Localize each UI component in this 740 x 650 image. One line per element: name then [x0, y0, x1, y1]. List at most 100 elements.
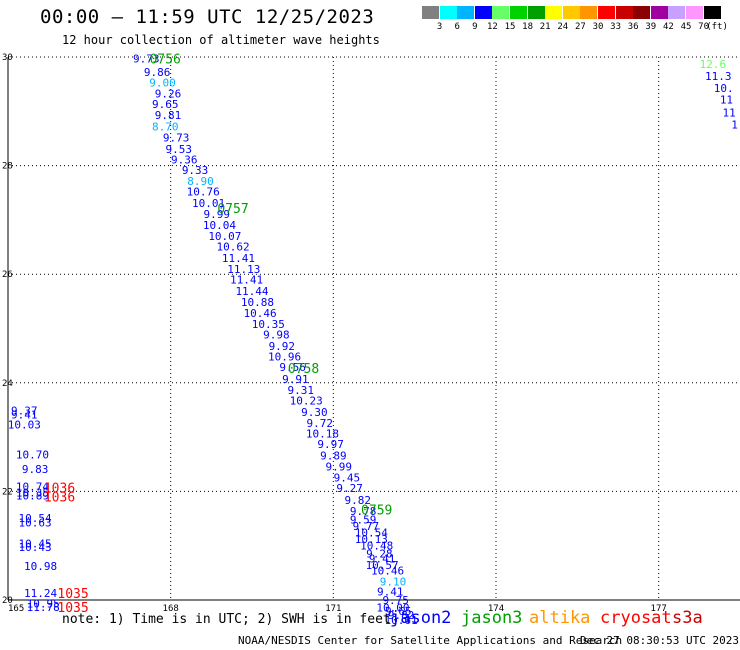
swh-value-label: 9.73: [163, 131, 190, 144]
swh-value-label: 10.70: [16, 448, 49, 461]
pass-time-label: 1035: [57, 601, 88, 616]
swh-value-label: 9.73: [133, 53, 160, 66]
swh-value-label: 9.97: [317, 438, 344, 451]
swh-value-label: 11.44: [235, 285, 268, 298]
x-tick-label: 165: [8, 604, 24, 614]
generated-timestamp: Dec 27 08:30:53 UTC 2023: [580, 634, 739, 647]
pass-time-label: 0756: [150, 53, 181, 68]
pass-time-label: 1036: [44, 490, 75, 505]
swh-value-label: 9.72: [307, 417, 334, 430]
legend-item-altika: altika: [529, 608, 591, 628]
color-scale-unit: (ft): [706, 22, 728, 32]
swh-value-label: 10.57: [366, 559, 399, 572]
color-scale-label: 42: [662, 22, 674, 32]
swh-value-label: 9.92: [269, 340, 296, 353]
swh-value-label: 9.99: [204, 208, 231, 221]
color-swatch: [457, 6, 475, 19]
color-scale-label: 30: [592, 22, 604, 32]
swh-value-label: 10.23: [290, 395, 323, 408]
color-scale-label: 36: [627, 22, 639, 32]
swh-value-label: 10.: [714, 82, 734, 95]
color-swatch: [422, 6, 439, 19]
chart-title: 00:00 – 11:59 UTC 12/25/2023: [40, 6, 375, 28]
swh-value-label: 9.81: [155, 109, 182, 122]
y-tick-label: 28: [2, 162, 13, 172]
swh-value-label: 10.43: [19, 541, 52, 554]
legend-item-s3a: s3a: [672, 608, 703, 628]
swh-value-label: 10.01: [192, 197, 225, 210]
color-scale-label: 18: [522, 22, 534, 32]
swh-value-label: 9.56: [279, 361, 306, 374]
color-scale-label: 33: [610, 22, 622, 32]
y-tick-label: 22: [2, 487, 13, 497]
swh-value-label: 9.91: [282, 373, 309, 386]
color-swatch: [668, 6, 686, 19]
swh-value-label: 9.10: [380, 576, 407, 589]
swh-value-label: 9.31: [288, 384, 315, 397]
pass-time-label: 0758: [288, 362, 319, 377]
chart-subtitle: 12 hour collection of altimeter wave hei…: [62, 33, 380, 47]
swh-value-label: 8.70: [152, 121, 179, 134]
swh-value-label: 9.99: [326, 460, 353, 473]
swh-value-label: 9.37: [11, 404, 38, 417]
color-scale-label: 27: [574, 22, 586, 32]
swh-value-label: 10.88: [241, 296, 274, 309]
swh-value-label: 10.62: [216, 241, 249, 254]
swh-value-label: 9.82: [344, 494, 371, 507]
color-scale-label: 6: [454, 22, 460, 32]
swh-value-label: 11.78: [27, 601, 60, 614]
swh-value-label: 10.95: [27, 597, 60, 610]
swh-value-label: 12.6: [700, 58, 727, 71]
swh-value-label: 9.98: [263, 328, 290, 341]
swh-value-label: 10.46: [371, 565, 404, 578]
color-scale-label: 45: [680, 22, 692, 32]
pass-time-label: 0759: [361, 503, 392, 518]
swh-value-label: 9.53: [166, 143, 193, 156]
color-swatch: [545, 6, 563, 19]
swh-value-label: 8.90: [187, 175, 214, 188]
legend-item-jason3: jason3: [461, 608, 523, 628]
swh-value-label: 9.45: [334, 471, 361, 484]
color-swatch: [474, 6, 492, 19]
swh-value-label: 9.00: [149, 77, 176, 90]
color-swatch: [510, 6, 527, 19]
swh-value-label: 11: [723, 106, 736, 119]
color-scale-label: 3: [436, 22, 443, 32]
credit-text: NOAA/NESDIS Center for Satellite Applica…: [238, 634, 623, 647]
x-tick-label: 177: [651, 604, 667, 614]
legend-item-jason2: jason2: [390, 608, 452, 628]
swh-value-label: 9.41: [377, 585, 404, 598]
swh-value-label: 9.41: [369, 553, 396, 566]
swh-value-label: 10.18: [306, 427, 339, 440]
swh-value-label: 11.24: [24, 587, 57, 600]
swh-value-label: 11.13: [227, 263, 260, 276]
swh-value-label: 10.48: [360, 540, 393, 553]
color-swatch: [633, 6, 651, 19]
units-note: note: 1) Time is in UTC; 2) SWH is in fe…: [62, 612, 391, 627]
swh-value-label: 11: [720, 93, 733, 106]
color-swatch: [439, 6, 457, 19]
swh-value-label: 9.75: [382, 594, 409, 607]
swh-value-label: 9.65: [385, 605, 412, 618]
swh-value-label: 9.33: [182, 164, 209, 177]
swh-value-label: 9.77: [353, 520, 380, 533]
x-tick-label: 174: [488, 604, 504, 614]
swh-value-label: 9.41: [11, 408, 38, 421]
x-tick-label: 168: [163, 604, 179, 614]
color-scale-label: 24: [557, 22, 569, 32]
color-swatch: [527, 6, 545, 19]
swh-value-label: 9.26: [155, 87, 182, 100]
color-swatch: [492, 6, 510, 19]
swh-value-label: 9.83: [22, 463, 49, 476]
pass-time-label: 0757: [217, 202, 248, 217]
color-scale-label: 12: [486, 22, 498, 32]
swh-value-label: 10.74: [16, 481, 49, 494]
swh-value-label: 11.41: [230, 274, 263, 287]
swh-value-label: 10.89: [16, 490, 49, 503]
swh-value-label: 9.28: [366, 547, 393, 560]
color-scale-label: 39: [645, 22, 657, 32]
swh-value-label: 10.03: [8, 419, 41, 432]
color-swatch: [703, 6, 721, 19]
swh-value-label: 10.35: [16, 486, 49, 499]
